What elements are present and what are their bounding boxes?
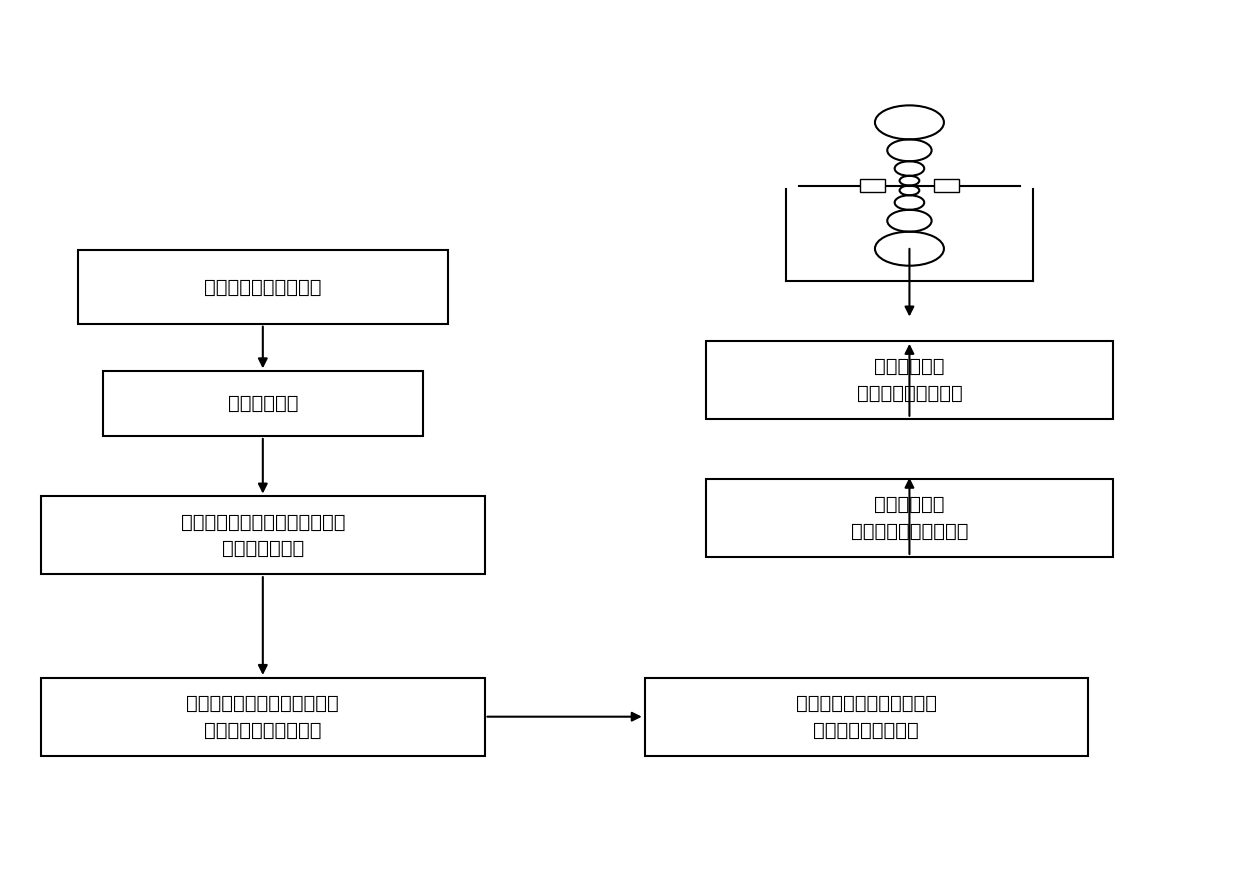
Text: 各速度分段点的前张应力和
后张应力补偿值发送: 各速度分段点的前张应力和 后张应力补偿值发送 [796, 694, 937, 739]
Bar [41, 678, 485, 755]
Bar [41, 496, 485, 574]
Bar [103, 371, 423, 436]
Text: 张力控制系统
实际张应力补偿值计算: 张力控制系统 实际张应力补偿值计算 [851, 495, 968, 541]
Bar [707, 480, 1112, 557]
Text: 各速度分段点的前张应力和后
张应力补偿值极限检查: 各速度分段点的前张应力和后 张应力补偿值极限检查 [186, 694, 340, 739]
Bar [78, 250, 448, 324]
Text: 获取高速稳态设定结果: 获取高速稳态设定结果 [205, 277, 321, 296]
Text: 速度分段处理: 速度分段处理 [228, 394, 298, 413]
Bar [934, 180, 959, 192]
Bar [861, 180, 885, 192]
Text: 各速度分段点的前张应力和后张
应力补偿值计算: 各速度分段点的前张应力和后张 应力补偿值计算 [181, 513, 345, 558]
Bar [707, 341, 1112, 419]
Bar [645, 678, 1087, 755]
Text: 张力控制系统
计算新的张力设定值: 张力控制系统 计算新的张力设定值 [857, 358, 962, 403]
